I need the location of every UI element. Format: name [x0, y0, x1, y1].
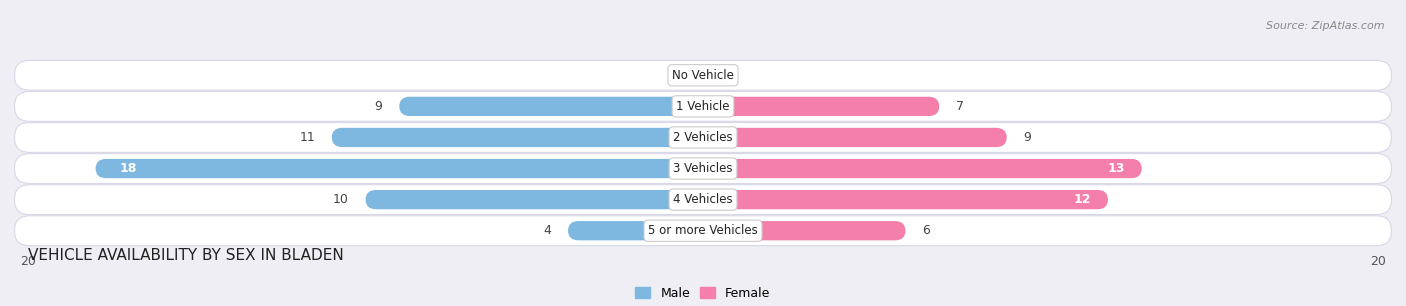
Text: 7: 7: [956, 100, 965, 113]
FancyBboxPatch shape: [703, 221, 905, 240]
FancyBboxPatch shape: [332, 128, 703, 147]
FancyBboxPatch shape: [14, 122, 1392, 152]
Text: 5 or more Vehicles: 5 or more Vehicles: [648, 224, 758, 237]
Text: 12: 12: [1074, 193, 1091, 206]
Text: 0: 0: [678, 69, 686, 82]
FancyBboxPatch shape: [703, 159, 1142, 178]
FancyBboxPatch shape: [703, 190, 1108, 209]
FancyBboxPatch shape: [568, 221, 703, 240]
Text: 9: 9: [1024, 131, 1032, 144]
Text: No Vehicle: No Vehicle: [672, 69, 734, 82]
Text: Source: ZipAtlas.com: Source: ZipAtlas.com: [1267, 21, 1385, 32]
Text: 0: 0: [720, 69, 728, 82]
Text: 4: 4: [543, 224, 551, 237]
Text: 3 Vehicles: 3 Vehicles: [673, 162, 733, 175]
FancyBboxPatch shape: [14, 216, 1392, 246]
Text: 1 Vehicle: 1 Vehicle: [676, 100, 730, 113]
FancyBboxPatch shape: [14, 154, 1392, 184]
FancyBboxPatch shape: [14, 60, 1392, 90]
FancyBboxPatch shape: [703, 128, 1007, 147]
FancyBboxPatch shape: [366, 190, 703, 209]
Text: VEHICLE AVAILABILITY BY SEX IN BLADEN: VEHICLE AVAILABILITY BY SEX IN BLADEN: [28, 248, 344, 263]
FancyBboxPatch shape: [14, 91, 1392, 121]
Text: 9: 9: [374, 100, 382, 113]
Text: 2 Vehicles: 2 Vehicles: [673, 131, 733, 144]
FancyBboxPatch shape: [703, 97, 939, 116]
FancyBboxPatch shape: [96, 159, 703, 178]
Legend: Male, Female: Male, Female: [636, 286, 770, 300]
FancyBboxPatch shape: [14, 185, 1392, 215]
FancyBboxPatch shape: [399, 97, 703, 116]
Text: 18: 18: [120, 162, 136, 175]
Text: 4 Vehicles: 4 Vehicles: [673, 193, 733, 206]
Text: 10: 10: [333, 193, 349, 206]
Text: 11: 11: [299, 131, 315, 144]
Text: 6: 6: [922, 224, 931, 237]
Text: 13: 13: [1108, 162, 1125, 175]
